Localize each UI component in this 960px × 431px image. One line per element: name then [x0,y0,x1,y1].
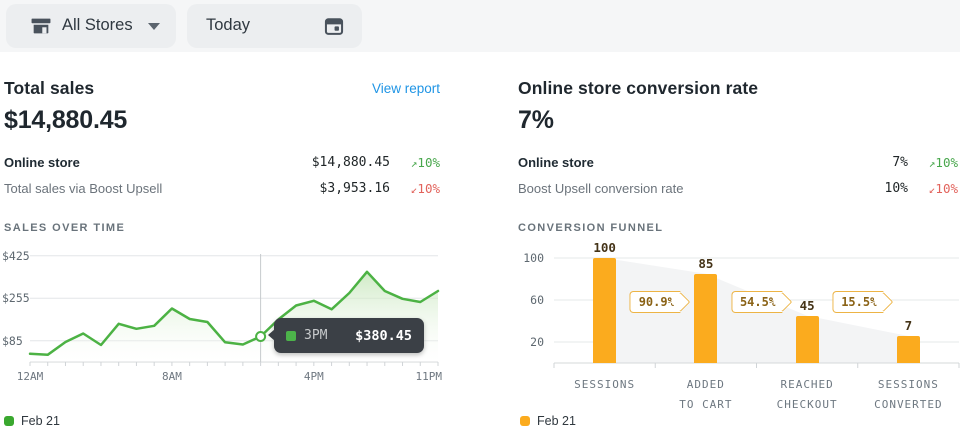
metric-change-value: 10% [417,154,440,170]
bar-value-label: 85 [698,255,714,271]
funnel-bar[interactable] [795,315,819,363]
drop-rate-badge: 15.5% [832,291,884,313]
legend-label: Feb 21 [537,414,576,428]
metric-row-online-store-sales: Online store $14,880.45 ↗10% [4,152,440,172]
legend-label: Feb 21 [21,414,60,428]
metric-row-online-store-conversion: Online store 7% ↗10% [518,152,958,172]
x-axis-tick-label: 12AM [16,370,44,383]
funnel-category-label: SESSIONS CONVERTED [874,378,943,411]
arrow-up-right-icon: ↗ [928,156,936,170]
arrow-down-left-icon: ↙ [410,182,418,196]
funnel-bar[interactable] [593,258,617,363]
funnel-category-label: SESSIONS [574,378,636,391]
drop-rate-badge: 54.5% [730,291,783,313]
y-axis-tick-label: 100 [523,251,544,265]
x-axis-tick-label: 8AM [161,370,182,383]
total-sales-panel: Total sales View report $14,880.45 Onlin… [0,0,444,431]
conversion-legend: Feb 21 [520,414,576,428]
conversion-rate-title: Online store conversion rate [518,78,759,98]
y-axis-tick-label: $425 [2,248,30,263]
funnel-bar[interactable] [694,273,718,363]
sales-legend: Feb 21 [4,414,60,428]
funnel-category-label: REACHED CHECKOUT [776,378,838,411]
metric-row-boost-upsell-conversion: Boost Upsell conversion rate 10% ↙10% [518,178,958,198]
tooltip-series-swatch [286,330,296,341]
legend-swatch-orange [520,416,530,426]
metric-value: 10% [884,180,908,196]
arrow-up-right-icon: ↗ [410,156,418,170]
total-sales-value: $14,880.45 [4,106,128,134]
metric-change-down: ↙10% [908,181,958,196]
metric-change-down: ↙10% [390,181,440,196]
total-sales-title: Total sales [4,78,95,98]
y-axis-tick-label: $85 [2,333,23,348]
bar-value-label: 7 [904,318,913,333]
bar-value-label: 45 [799,297,815,313]
metric-change-value: 10% [935,154,958,170]
metric-change-up: ↗10% [908,155,958,170]
date-picker-label: Today [206,16,251,34]
calendar-icon [324,18,344,35]
x-axis-tick-label: 4PM [303,370,324,383]
y-axis-tick-label: $255 [2,291,30,306]
conversion-funnel-chart[interactable]: 100 60 20 100 SESSIONS 85 ADDED TO CART 45 REACHE… [518,240,960,415]
conversion-funnel-label: CONVERSION FUNNEL [518,222,664,234]
metric-value: $14,880.45 [311,154,390,170]
arrow-down-left-icon: ↙ [928,182,936,196]
conversion-rate-panel: Online store conversion rate 7% Online s… [518,0,960,431]
metric-label: Boost Upsell conversion rate [518,180,684,196]
bar-value-label: 100 [593,240,616,255]
metric-change-up: ↗10% [390,155,440,170]
store-picker-label: All Stores [62,16,133,34]
conversion-rate-value: 7% [518,106,554,134]
metric-row-boost-upsell-sales: Total sales via Boost Upsell $3,953.16 ↙… [4,178,440,198]
tooltip-time: 3PM [304,328,328,343]
line-chart-svg [28,254,440,366]
chart-tooltip: 3PM $380.45 [268,318,424,353]
tooltip-value: $380.45 [355,327,412,344]
metric-label: Online store [518,154,594,170]
metric-label: Online store [4,154,80,170]
x-axis-tick-label: 11PM [415,370,442,383]
sales-over-time-chart[interactable]: 3PM $380.45 $425 $255 $85 12AM 8AM 4PM 11PM [0,245,442,385]
metric-change-value: 10% [417,180,440,196]
store-picker-button[interactable]: All Stores [6,4,176,48]
funnel-bar[interactable] [896,336,920,363]
metric-label: Total sales via Boost Upsell [4,180,163,196]
y-axis-tick-label: 60 [530,293,544,307]
chevron-down-icon [148,23,160,30]
date-picker-button[interactable]: Today [187,4,362,48]
storefront-icon [31,18,51,34]
y-axis-tick-label: 20 [530,335,544,349]
metric-value: $3,953.16 [319,180,390,196]
metric-change-value: 10% [935,180,958,196]
legend-swatch-green [4,416,14,426]
view-report-link[interactable]: View report [371,81,440,96]
topbar: All Stores Today [0,0,960,52]
sales-over-time-label: SALES OVER TIME [4,222,126,234]
funnel-category-label: ADDED TO CART [679,378,733,411]
metric-value: 7% [892,154,908,170]
drop-rate-badge: 90.9% [629,291,681,313]
